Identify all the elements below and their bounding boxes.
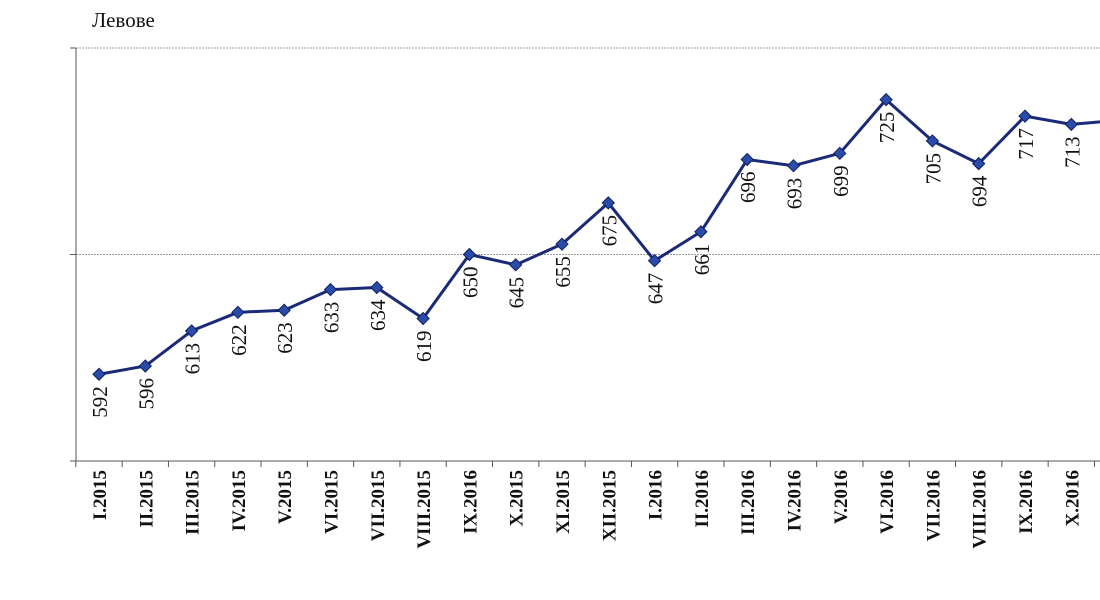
y-axis-label: Левове — [92, 8, 155, 32]
data-label: 713 — [1060, 136, 1084, 168]
x-tick-label: III.2016 — [738, 470, 759, 535]
data-point-marker — [601, 196, 616, 210]
data-point-marker — [416, 311, 430, 326]
data-point-marker — [462, 247, 477, 262]
data-point-marker — [323, 282, 338, 297]
data-label: 622 — [227, 324, 251, 356]
x-tick-label: IV.2015 — [229, 470, 250, 531]
data-label: 647 — [644, 273, 668, 305]
data-label: 661 — [690, 244, 714, 276]
data-point-marker — [370, 280, 384, 295]
data-point-marker — [647, 253, 662, 268]
data-label: 619 — [412, 331, 436, 363]
x-tick-label: VII.2016 — [923, 470, 944, 541]
data-point-marker — [971, 156, 986, 171]
data-label: 592 — [88, 386, 112, 418]
data-label: 705 — [921, 153, 945, 185]
x-tick-label: II.2016 — [692, 470, 713, 528]
x-tick-label: VIII.2015 — [414, 470, 435, 549]
data-point-marker — [694, 225, 708, 239]
data-point-marker — [231, 305, 245, 320]
x-tick-label: V.2015 — [275, 470, 296, 524]
data-point-marker — [925, 134, 940, 148]
data-point-marker — [1018, 109, 1032, 123]
x-tick-label: X.2015 — [507, 470, 528, 526]
data-point-marker — [277, 303, 291, 317]
x-tick-label: XI.2015 — [553, 470, 574, 534]
data-point-marker — [740, 152, 754, 167]
data-label: 633 — [320, 302, 344, 334]
data-label: 596 — [134, 378, 158, 410]
data-label: 696 — [736, 172, 760, 204]
data-point-marker — [508, 258, 523, 272]
data-label: 717 — [1014, 128, 1038, 160]
data-label: 623 — [273, 322, 297, 354]
data-point-marker — [1064, 117, 1079, 132]
x-tick-label: IX.2016 — [460, 470, 481, 534]
data-point-marker — [184, 324, 199, 338]
data-point-marker — [555, 237, 569, 251]
x-tick-label: IV.2016 — [785, 470, 806, 531]
data-label: 699 — [829, 165, 853, 197]
data-label: 613 — [181, 343, 205, 375]
data-label: 645 — [505, 277, 529, 309]
x-tick-label: VI.2016 — [877, 470, 898, 534]
data-point-marker — [786, 158, 801, 173]
x-tick-label: VI.2015 — [322, 470, 343, 534]
x-tick-label: I.2016 — [646, 470, 667, 520]
data-label: 675 — [597, 215, 621, 247]
x-tick-label: II.2015 — [136, 470, 157, 528]
data-label: 655 — [551, 256, 575, 288]
data-label: 725 — [875, 112, 899, 144]
x-tick-label: VIII.2016 — [970, 470, 991, 549]
data-label: 650 — [458, 267, 482, 299]
data-label: 694 — [968, 175, 992, 207]
x-tick-label: X.2016 — [1062, 470, 1083, 526]
data-point-marker — [833, 146, 847, 161]
data-point-marker — [879, 92, 893, 107]
x-tick-label: IX.2016 — [1016, 470, 1037, 534]
x-tick-label: VII.2015 — [368, 470, 389, 541]
data-point-marker — [92, 367, 106, 381]
data-label: 693 — [783, 178, 807, 210]
x-tick-label: V.2016 — [831, 470, 852, 524]
data-point-marker — [138, 359, 153, 373]
x-tick-label: I.2015 — [90, 470, 111, 520]
data-label: 634 — [366, 299, 390, 331]
x-tick-label: XII.2015 — [599, 470, 620, 541]
x-tick-label: III.2015 — [183, 470, 204, 535]
